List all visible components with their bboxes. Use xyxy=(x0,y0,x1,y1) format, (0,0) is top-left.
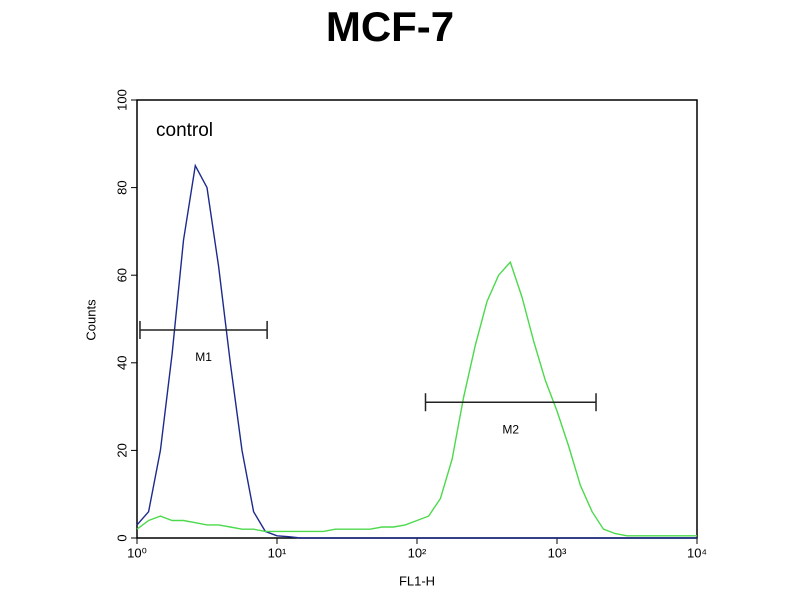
chart-title: MCF-7 xyxy=(326,3,454,50)
y-tick-label: 40 xyxy=(114,356,129,370)
y-tick-label: 80 xyxy=(114,180,129,194)
plot-frame xyxy=(136,99,698,539)
histogram-line xyxy=(136,163,697,539)
annotation: control xyxy=(156,120,213,141)
y-tick-label: 0 xyxy=(114,534,129,541)
x-tick-label: 10⁰ xyxy=(127,545,147,560)
y-axis-label: Counts xyxy=(83,299,98,341)
y-tick-label: 20 xyxy=(114,443,129,457)
x-tick-label: 10¹ xyxy=(268,545,287,560)
marker-label: M1 xyxy=(195,350,212,364)
marker-label: M2 xyxy=(502,422,519,436)
x-tick-label: 10³ xyxy=(548,545,567,560)
y-tick-label: 60 xyxy=(114,268,129,282)
x-axis-label: FL1-H xyxy=(399,573,435,588)
histogram-line xyxy=(136,260,697,537)
x-tick-label: 10² xyxy=(408,545,427,560)
y-tick-label: 100 xyxy=(114,89,129,111)
x-tick-label: 10⁴ xyxy=(687,545,707,560)
